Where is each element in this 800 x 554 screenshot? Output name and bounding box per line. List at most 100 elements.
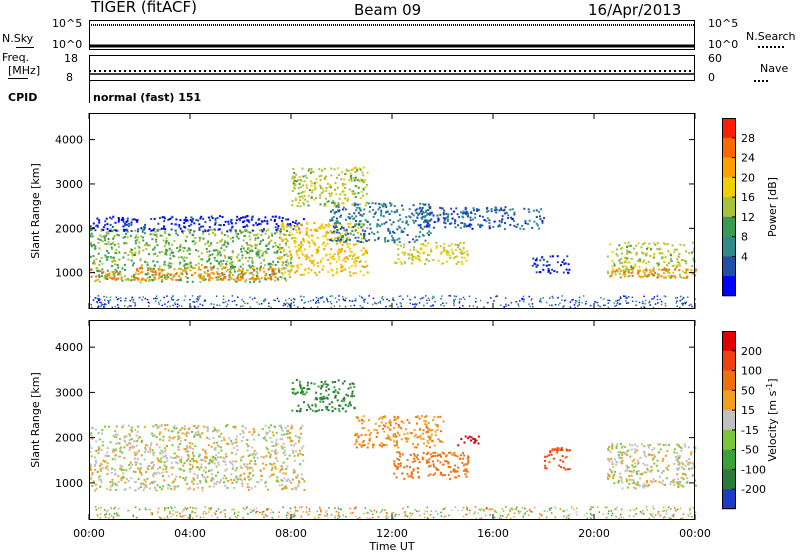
data-cell <box>180 256 183 259</box>
data-cell <box>251 276 254 279</box>
data-cell <box>194 445 197 448</box>
data-cell <box>437 468 440 471</box>
data-cell <box>603 304 605 307</box>
data-cell <box>95 487 98 490</box>
data-cell <box>135 453 138 456</box>
data-cell <box>194 271 197 274</box>
data-cell <box>372 297 375 300</box>
data-cell <box>156 244 159 247</box>
data-cell <box>306 227 309 230</box>
data-cell <box>513 213 516 216</box>
data-cell <box>243 229 246 231</box>
data-cell <box>449 295 451 297</box>
data-cell <box>283 267 285 270</box>
colorbar-segment <box>722 157 736 178</box>
data-cell <box>282 250 285 253</box>
data-cell <box>377 236 380 239</box>
data-cell <box>511 217 514 220</box>
data-cell <box>299 205 302 208</box>
data-cell <box>455 295 457 298</box>
data-cell <box>107 241 110 244</box>
data-cell <box>188 248 191 251</box>
data-cell <box>169 436 172 439</box>
data-cell <box>164 228 167 231</box>
data-cell <box>668 444 670 447</box>
data-cell <box>129 442 132 445</box>
data-cell <box>155 300 157 302</box>
data-cell <box>325 386 328 388</box>
data-cell <box>149 448 152 451</box>
data-cell <box>563 299 566 302</box>
data-cell <box>683 443 686 446</box>
data-cell <box>359 213 362 216</box>
data-cell <box>97 470 100 473</box>
data-cell <box>348 266 351 269</box>
data-cell <box>620 247 622 250</box>
data-cell <box>554 447 557 450</box>
data-cell <box>182 230 185 232</box>
data-cell <box>296 254 299 257</box>
data-cell <box>293 172 296 174</box>
data-cell <box>298 196 301 199</box>
data-cell <box>219 304 221 307</box>
data-cell <box>307 300 310 303</box>
data-cell <box>350 179 353 182</box>
data-cell <box>359 168 362 171</box>
data-cell <box>294 393 297 395</box>
data-cell <box>636 449 639 452</box>
data-cell <box>152 279 155 282</box>
data-cell <box>636 445 639 448</box>
data-cell <box>459 242 462 244</box>
data-cell <box>109 276 112 279</box>
data-cell <box>258 222 261 225</box>
data-cell <box>242 300 245 303</box>
data-cell <box>427 234 430 236</box>
data-cell <box>174 478 177 481</box>
data-cell <box>275 229 278 232</box>
data-cell <box>433 221 436 224</box>
data-cell <box>679 275 682 278</box>
data-cell <box>155 235 158 238</box>
data-cell <box>676 261 679 263</box>
data-cell <box>179 227 182 230</box>
data-cell <box>222 301 224 304</box>
data-cell <box>111 277 114 280</box>
data-cell <box>464 207 467 210</box>
data-cell <box>416 216 419 219</box>
data-cell <box>114 278 117 280</box>
data-cell <box>621 445 624 448</box>
data-cell <box>339 270 342 273</box>
data-cell <box>300 274 303 276</box>
data-cell <box>89 450 92 453</box>
data-cell <box>450 222 453 225</box>
data-cell <box>134 481 137 483</box>
data-cell <box>108 300 110 302</box>
data-cell <box>398 214 401 217</box>
data-cell <box>337 379 340 382</box>
data-cell <box>274 272 277 275</box>
data-cell <box>350 174 353 177</box>
data-cell <box>334 237 337 240</box>
data-cell <box>610 471 613 474</box>
data-cell <box>157 222 160 225</box>
data-cell <box>231 463 234 466</box>
data-cell <box>635 483 638 486</box>
data-cell <box>651 273 653 276</box>
data-cell <box>319 203 322 206</box>
data-cell <box>159 299 162 302</box>
data-cell <box>344 403 347 406</box>
data-cell <box>327 270 330 273</box>
data-cell <box>155 489 158 492</box>
data-cell <box>127 442 130 445</box>
data-cell <box>615 447 618 449</box>
data-cell <box>139 259 142 262</box>
data-cell <box>291 233 294 236</box>
data-cell <box>248 221 251 224</box>
data-cell <box>132 299 135 301</box>
data-cell <box>637 271 640 274</box>
data-cell <box>184 478 187 481</box>
data-cell <box>563 263 566 266</box>
data-cell <box>152 425 155 428</box>
data-cell <box>164 217 166 220</box>
data-cell <box>295 173 298 176</box>
